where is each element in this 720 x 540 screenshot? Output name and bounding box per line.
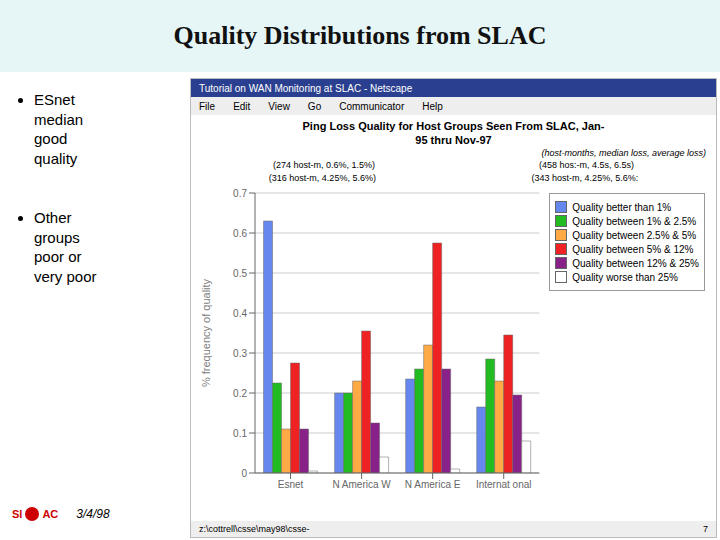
html-text:Quality between 1% & 2.5%: Quality between 1% & 2.5%	[572, 215, 697, 227]
html-text:z:\cottrell\csse\may98\csse-: z:\cottrell\csse\may98\csse-	[199, 524, 310, 534]
html-text:quality: quality	[34, 149, 78, 167]
html-text:View: View	[268, 100, 290, 112]
html-text:(458 hos:-m, 4.5s, 6.5s): (458 hos:-m, 4.5s, 6.5s)	[539, 160, 634, 170]
html-text:poor or: poor or	[34, 248, 82, 265]
html-text:Quality Distributions from SLA: Quality Distributions from SLAC	[173, 21, 547, 50]
html-text:(316 host-m, 4.25%, 5.6%): (316 host-m, 4.25%, 5.6%)	[268, 173, 376, 183]
svg-text:Internat onal: Internat onal	[476, 479, 532, 490]
svg-text:0.3: 0.3	[233, 348, 247, 359]
html-text:very poor: very poor	[34, 267, 97, 285]
html-text:Sl: Sl	[12, 508, 23, 520]
svg-text:N America E: N America E	[405, 479, 461, 490]
svg-text:0.5: 0.5	[233, 268, 247, 279]
html-text:median: median	[34, 110, 84, 128]
html-text:ESnet: ESnet	[34, 91, 75, 108]
html-text:good: good	[34, 130, 68, 147]
html-text:Quality better than 1%: Quality better than 1%	[572, 201, 672, 213]
svg-text:0: 0	[241, 468, 247, 479]
svg-text:N America W: N America W	[332, 479, 391, 490]
svg-text:Esnet: Esnet	[278, 479, 304, 490]
html-text:Edit: Edit	[233, 100, 251, 112]
html-text:95 thru Nov-97: 95 thru Nov-97	[415, 134, 492, 146]
svg-text:0.4: 0.4	[233, 308, 247, 319]
html-text:Communicator: Communicator	[339, 100, 405, 112]
svg-text:0.7: 0.7	[233, 188, 247, 199]
html-text:3/4/98: 3/4/98	[76, 507, 110, 521]
html-text:(274 host-m, 0.6%, 1.5%): (274 host-m, 0.6%, 1.5%)	[273, 160, 375, 170]
html-text:Go: Go	[307, 100, 322, 112]
html-text:Quality between 5% & 12%: Quality between 5% & 12%	[572, 243, 694, 255]
html-text:Quality between 12% & 25%: Quality between 12% & 25%	[572, 257, 699, 269]
svg-text:0.6: 0.6	[233, 228, 247, 239]
html-text:Other: Other	[34, 209, 72, 226]
html-text:Quality worse than 25%: Quality worse than 25%	[572, 271, 678, 283]
html-text:(343 host-m, 4.25%, 5.6%:: (343 host-m, 4.25%, 5.6%:	[531, 173, 639, 183]
html-text:Help: Help	[422, 100, 443, 112]
html-text:Tutorial on WAN Monitoring at: Tutorial on WAN Monitoring at SLAC - Net…	[199, 82, 413, 94]
html-text:Quality between 2.5% & 5%: Quality between 2.5% & 5%	[572, 229, 697, 241]
html-text:7: 7	[703, 524, 708, 534]
html-text:AC: AC	[42, 508, 59, 520]
svg-text:% frequency of quality: % frequency of quality	[200, 278, 212, 387]
html-text:Ping Loss Quality for Host Gro: Ping Loss Quality for Host Groups Seen F…	[302, 120, 605, 132]
html-text:groups: groups	[34, 228, 80, 246]
svg-text:0.2: 0.2	[233, 388, 247, 399]
svg-text:0.1: 0.1	[233, 428, 247, 439]
html-text:(host-months, median loss, ave: (host-months, median loss, average loss)	[541, 148, 706, 158]
html-text:File: File	[199, 100, 216, 112]
